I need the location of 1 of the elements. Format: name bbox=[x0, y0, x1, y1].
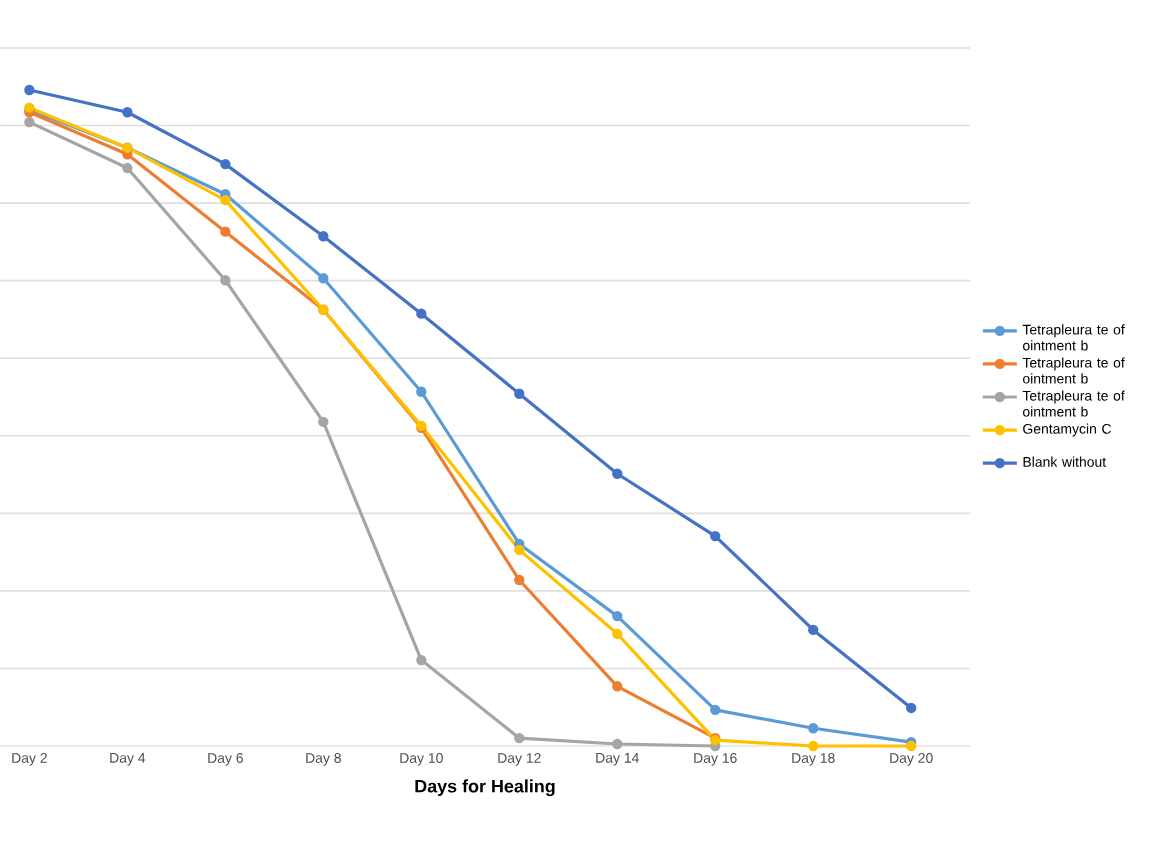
x-axis-title: Days for Healing bbox=[415, 779, 555, 797]
